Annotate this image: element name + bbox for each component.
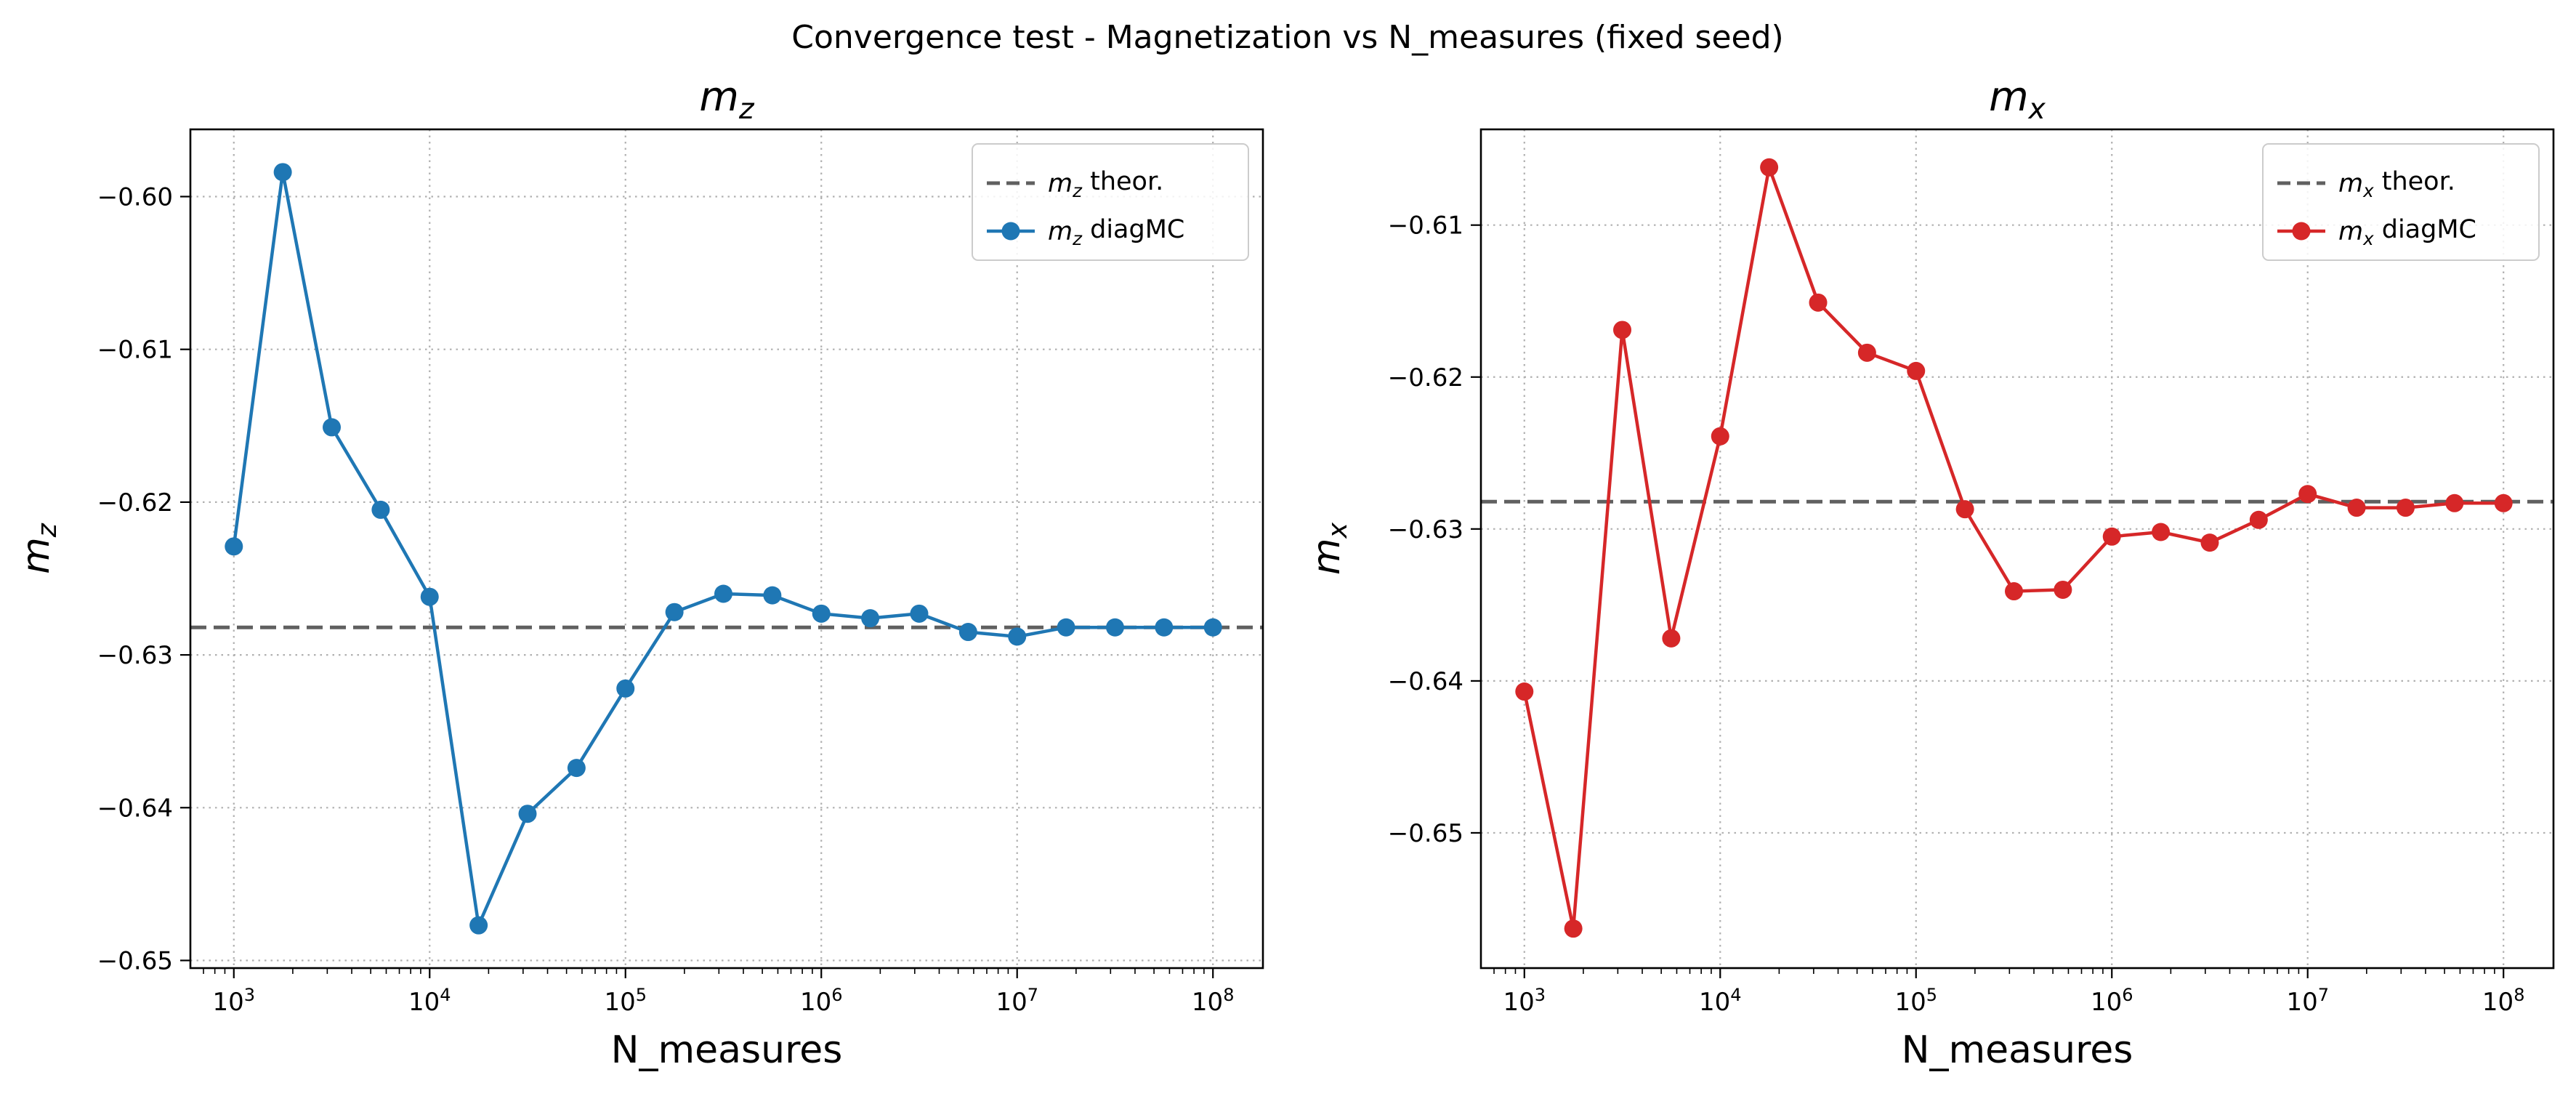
- data-point: [812, 604, 831, 623]
- data-point: [2102, 527, 2121, 546]
- axes-frame: [189, 128, 1264, 970]
- y-tick-label: −0.61: [1388, 211, 1463, 241]
- y-axis-label: mz: [15, 523, 62, 574]
- data-point: [273, 163, 292, 182]
- y-tick-label: −0.62: [1388, 363, 1463, 392]
- y-tick-label: −0.65: [1388, 819, 1463, 848]
- data-point: [567, 759, 586, 778]
- x-tick-label: 104: [1699, 985, 1742, 1017]
- data-point: [1711, 427, 1729, 446]
- y-tick-label: −0.61: [97, 336, 173, 365]
- x-tick-label: 105: [1894, 985, 1937, 1017]
- data-point: [616, 679, 635, 698]
- data-point: [2054, 580, 2072, 599]
- data-point: [1613, 321, 1632, 339]
- y-tick-label: −0.65: [97, 946, 173, 975]
- panel-title: mx: [1989, 73, 2046, 126]
- data-point: [1057, 618, 1075, 637]
- x-tick-label: 103: [213, 985, 256, 1017]
- data-point: [1564, 919, 1583, 938]
- legend-theoretical-label: mx theor.: [2338, 167, 2455, 201]
- x-axis-label: N_measures: [611, 1028, 843, 1072]
- y-axis-label: mx: [1305, 522, 1353, 575]
- x-tick-label: 108: [1192, 985, 1235, 1017]
- data-point: [1008, 627, 1027, 646]
- panel-mx: 103 104 105 106 107 108 −0.65 −0.64 −0.63 −0.62 −0…: [1305, 73, 2555, 1072]
- data-point: [1857, 343, 1876, 362]
- data-point: [1203, 618, 1222, 637]
- data-point: [2347, 499, 2366, 517]
- data-point: [225, 537, 243, 556]
- data-point: [1907, 361, 1926, 380]
- data-point: [2494, 493, 2513, 512]
- legend-theoretical-label: mz theor.: [1048, 167, 1163, 201]
- x-tick-label: 106: [800, 985, 843, 1017]
- data-point: [469, 916, 488, 935]
- axes-frame: [1479, 128, 2555, 970]
- data-point: [910, 604, 929, 623]
- y-tick-label: −0.63: [1388, 515, 1463, 544]
- data-point: [763, 586, 782, 605]
- x-axis-label: N_measures: [1902, 1028, 2133, 1072]
- data-point: [2396, 499, 2415, 517]
- data-point: [2200, 533, 2219, 552]
- legend-series-label: mx diagMC: [2338, 215, 2476, 249]
- legend-series-label: mz diagMC: [1048, 215, 1184, 249]
- x-tick-label: 107: [2286, 985, 2329, 1017]
- legend: mz theor. mz diagMC: [972, 143, 1249, 261]
- x-tick-label: 107: [996, 985, 1038, 1017]
- y-tick-label: −0.63: [97, 641, 173, 670]
- data-point: [2445, 493, 2464, 512]
- legend: mx theor. mx diagMC: [2262, 143, 2540, 261]
- x-tick-label: 106: [2091, 985, 2133, 1017]
- data-point: [861, 609, 880, 628]
- x-tick-label: 105: [604, 985, 647, 1017]
- data-point: [2152, 523, 2171, 541]
- x-tick-label: 104: [408, 985, 451, 1017]
- data-point: [2004, 582, 2023, 601]
- y-tick-label: −0.64: [1388, 667, 1463, 696]
- data-point: [371, 500, 390, 519]
- data-point: [518, 805, 537, 823]
- legend-box: [2262, 143, 2540, 261]
- panel-title: mz: [699, 73, 755, 126]
- data-point: [323, 418, 342, 437]
- legend-series-marker: [2292, 222, 2311, 241]
- data-point: [1155, 618, 1174, 637]
- x-tick-label: 103: [1503, 985, 1546, 1017]
- data-point: [2249, 510, 2268, 529]
- data-point: [958, 623, 977, 642]
- x-tick-label: 108: [2482, 985, 2525, 1017]
- data-point: [1105, 618, 1124, 637]
- legend-series-marker: [1001, 222, 1020, 241]
- data-point: [1662, 629, 1681, 648]
- data-point: [420, 587, 439, 606]
- legend-box: [972, 143, 1249, 261]
- data-point: [714, 584, 732, 603]
- data-point: [665, 603, 684, 621]
- y-tick-label: −0.60: [97, 182, 173, 211]
- data-point: [2298, 485, 2317, 504]
- data-point: [1809, 293, 1828, 312]
- data-point: [1955, 500, 1974, 519]
- y-tick-label: −0.62: [97, 488, 173, 517]
- y-tick-label: −0.64: [97, 794, 173, 823]
- data-point: [1515, 682, 1534, 701]
- panel-mz: 103 104 105 106 107 108 −0.65 −0.64 −0.63 −0.62 −0…: [15, 73, 1264, 1072]
- data-point: [1760, 158, 1779, 177]
- figure-title: Convergence test - Magnetization vs N_me…: [791, 19, 1783, 56]
